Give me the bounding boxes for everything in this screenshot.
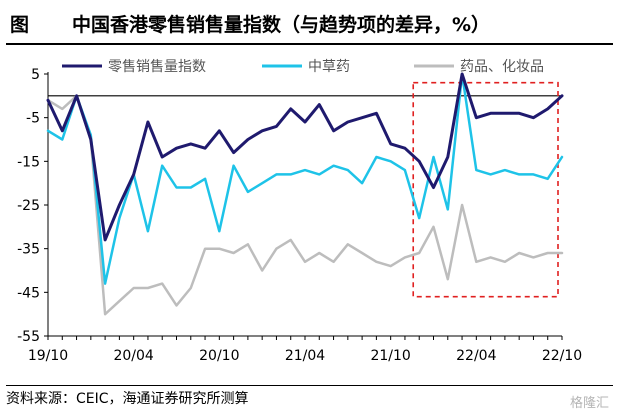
legend-label-2: 中草药 [308,59,350,75]
source-rule [6,385,613,386]
title-rule [6,43,613,45]
y-tick-label: -35 [17,242,40,258]
legend-label-1: 零售销售量指数 [108,59,206,75]
x-tick-label: 20/10 [199,348,239,364]
line-chart: 5 -5 -15 -25 -35 -45 -55 19/10 20/04 20/10 21/04 21… [17,59,582,364]
legend-label-3: 药品、化妆品 [460,59,544,75]
x-tick-label: 21/04 [285,348,325,364]
x-tick-label: 19/10 [28,348,68,364]
figure-label: 图 [10,14,30,36]
y-tick-label: -15 [17,154,40,170]
y-tick-label: -25 [17,198,40,214]
x-tick-label: 20/04 [113,348,153,364]
y-tick-label: -45 [17,285,40,301]
x-tick-label: 22/10 [542,348,582,364]
series-line-1 [46,72,564,242]
x-tick-label: 22/04 [456,348,496,364]
watermark: 格隆汇 [569,396,609,411]
y-tick-label: -5 [26,111,40,127]
series-line-2 [46,72,564,285]
y-tick-label: 5 [31,67,40,83]
figure-title-bar: 图 中国香港零售销售量指数（与趋势项的差异，%） [0,0,619,44]
y-tick-label: -55 [17,329,40,345]
x-tick-label: 21/10 [370,348,410,364]
figure-title: 中国香港零售销售量指数（与趋势项的差异，%） [72,14,491,36]
source-note: 资料来源：CEIC，海通证券研究所测算 [6,391,249,407]
highlight-box [412,81,559,298]
series-line-3 [46,94,564,316]
